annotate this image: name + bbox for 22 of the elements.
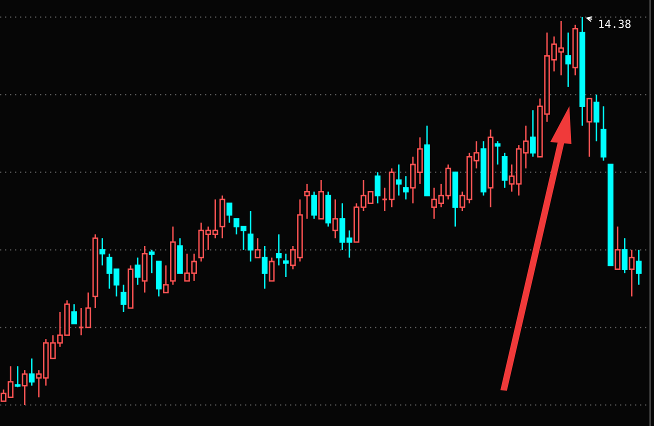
candlestick — [78, 307, 84, 336]
candlestick — [636, 249, 642, 286]
candlestick — [134, 256, 141, 286]
candlestick — [382, 187, 388, 212]
candlestick — [402, 175, 409, 200]
candlestick — [396, 164, 402, 196]
candlestick — [628, 249, 635, 298]
candlestick — [248, 210, 254, 262]
candlestick — [22, 369, 28, 406]
candlestick — [142, 245, 148, 294]
candlestick — [262, 245, 268, 290]
candlestick — [99, 238, 106, 266]
candlestick — [311, 190, 317, 220]
candlestick — [594, 94, 600, 142]
annotation: 14.38 — [599, 20, 631, 28]
candlestick — [579, 16, 586, 126]
candlestick — [332, 198, 338, 239]
candlestick — [282, 253, 289, 278]
candlestick — [488, 128, 494, 208]
candlestick — [565, 32, 572, 88]
candlestick — [276, 234, 282, 266]
candlestick — [170, 226, 176, 286]
